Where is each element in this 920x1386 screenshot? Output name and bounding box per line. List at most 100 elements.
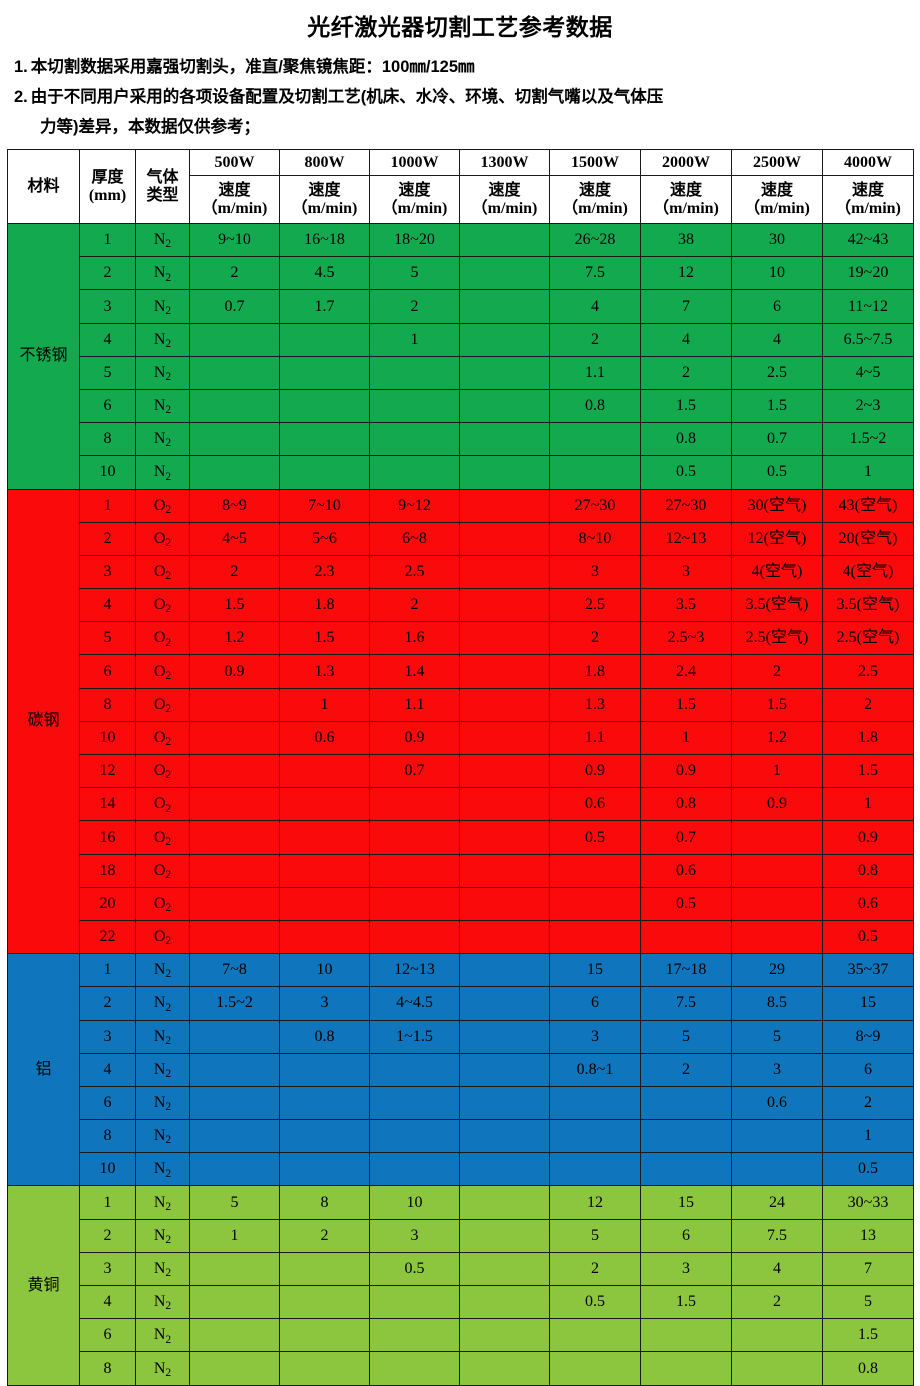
thickness-cell: 16 [79, 820, 136, 855]
speed-value-cell: 15 [822, 986, 914, 1021]
header-row-power: 材料 厚度 (mm) 气体 类型 500W 800W 1000W 1300W 1… [7, 149, 914, 224]
speed-value-cell: 1 [731, 753, 823, 789]
speed-value-cell [549, 455, 641, 490]
speed-value-cell: 5 [189, 1185, 280, 1220]
gas-type-cell: N2 [135, 388, 190, 424]
table-row: 4 N2 0.8~1 2 3 6 [8, 1052, 914, 1087]
gas-subscript: 2 [165, 404, 172, 417]
gas-subscript: 2 [165, 1167, 172, 1180]
speed-value-cell: 8.5 [731, 986, 823, 1021]
speed-unit: （m/min) [835, 199, 901, 217]
speed-value-cell [459, 588, 550, 623]
thickness-cell: 4 [79, 322, 136, 357]
table-row: 3 N2 0.8 1~1.5 3 5 5 8~9 [8, 1019, 914, 1054]
speed-value-cell: 4(空气) [731, 554, 823, 590]
gas-type-cell: O2 [135, 621, 190, 656]
speed-value-cell: 4~4.5 [369, 986, 460, 1021]
speed-value-cell [459, 488, 550, 523]
speed-value-cell: 7 [822, 1251, 914, 1287]
speed-value-cell: 8~9 [822, 1019, 914, 1054]
speed-value-cell [369, 820, 460, 855]
speed-value-cell: 1.1 [369, 687, 460, 722]
speed-value-cell: 2 [369, 588, 460, 623]
header-power-500w: 500W [189, 149, 280, 176]
gas-subscript: 2 [165, 935, 172, 948]
speed-value-cell: 2.5 [822, 654, 914, 689]
speed-value-cell: 7.5 [549, 256, 641, 291]
material-cell: 不锈钢 [7, 223, 80, 490]
speed-value-cell: 7 [640, 289, 732, 324]
speed-unit: （m/min) [744, 199, 810, 217]
speed-value-cell [279, 1284, 370, 1320]
gas-subscript: 2 [165, 868, 172, 881]
speed-value-cell [640, 1085, 732, 1121]
header-thickness: 厚度 (mm) [79, 149, 136, 224]
note-continuation: 力等)差异，本数据仅供参考； [40, 118, 260, 136]
header-power-1500w: 1500W [549, 149, 641, 176]
gas-subscript: 2 [165, 769, 172, 782]
speed-value-cell [731, 886, 823, 921]
speed-value-cell [459, 1152, 550, 1187]
speed-value-cell: 3 [640, 554, 732, 590]
thickness-cell: 20 [79, 886, 136, 921]
speed-value-cell [279, 787, 370, 822]
thickness-cell: 2 [79, 1218, 136, 1253]
thickness-cell: 3 [79, 1019, 136, 1054]
speed-value-cell: 1.5~2 [189, 986, 280, 1021]
note-number: 1. [14, 58, 28, 76]
speed-value-cell: 2.5 [731, 355, 823, 390]
speed-label: 速度 [669, 181, 702, 199]
speed-value-cell [279, 886, 370, 921]
gas-type-cell: O2 [135, 919, 190, 955]
table-row: 铝 1 N2 7~8 10 12~13 15 17~18 29 35~37 [7, 953, 914, 1187]
gas-type-cell: O2 [135, 554, 190, 590]
speed-value-cell: 7~10 [279, 488, 370, 523]
speed-value-cell: 1 [189, 1218, 280, 1253]
speed-value-cell: 1.6 [369, 621, 460, 656]
speed-value-cell [731, 1351, 823, 1386]
speed-value-cell: 0.9 [731, 787, 823, 822]
speed-value-cell: 0.9 [822, 820, 914, 855]
speed-value-cell: 2 [731, 654, 823, 689]
thickness-cell: 4 [79, 1284, 136, 1320]
speed-value-cell: 6 [822, 1052, 914, 1087]
gas-subscript: 2 [165, 1233, 172, 1246]
table-row: 18 O2 0.6 0.8 [8, 853, 914, 888]
speed-value-cell [369, 886, 460, 921]
gas-type-cell: O2 [135, 521, 190, 556]
speed-value-cell: 38 [640, 222, 732, 258]
speed-value-cell: 9~12 [369, 488, 460, 523]
speed-value-cell [459, 986, 550, 1021]
gas-type-cell: O2 [135, 488, 190, 523]
thickness-cell: 3 [79, 554, 136, 590]
speed-value-cell [459, 621, 550, 656]
speed-value-cell [731, 1318, 823, 1353]
speed-value-cell: 1.3 [549, 687, 641, 722]
speed-value-cell: 1.5 [822, 1318, 914, 1353]
gas-type-cell: O2 [135, 886, 190, 921]
speed-value-cell [279, 853, 370, 888]
speed-value-cell [459, 289, 550, 324]
thickness-cell: 5 [79, 621, 136, 656]
speed-value-cell: 2.5 [549, 588, 641, 623]
speed-value-cell [640, 1152, 732, 1187]
speed-value-cell [189, 355, 280, 390]
speed-value-cell: 30(空气) [731, 488, 823, 523]
speed-value-cell: 1 [640, 720, 732, 756]
speed-value-cell: 4~5 [822, 355, 914, 390]
speed-value-cell [459, 355, 550, 390]
header-speed-1500w: 速度 （m/min) [549, 175, 641, 224]
speed-value-cell: 1.5 [640, 687, 732, 722]
speed-value-cell [731, 919, 823, 955]
speed-value-cell: 1 [822, 787, 914, 822]
speed-value-cell: 5 [731, 1019, 823, 1054]
speed-value-cell: 6.5~7.5 [822, 322, 914, 357]
speed-value-cell: 1 [279, 687, 370, 722]
header-power-2000w: 2000W [640, 149, 732, 176]
speed-value-cell [459, 853, 550, 888]
table-row: 14 O2 0.6 0.8 0.9 1 [8, 787, 914, 822]
table-body: 不锈钢 1 N2 9~10 16~18 18~20 26~28 38 30 42~43 2 N2 2 4.… [7, 222, 914, 1386]
speed-value-cell: 0.8 [640, 787, 732, 822]
speed-value-cell [459, 886, 550, 921]
speed-value-cell: 2.3 [279, 554, 370, 590]
